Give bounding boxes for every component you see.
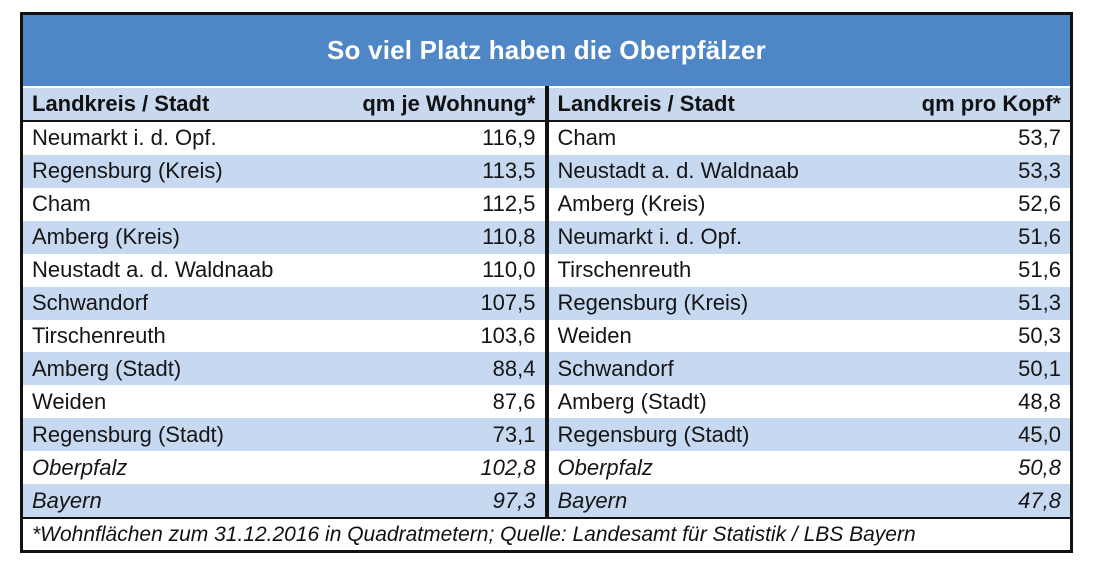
table-row: Cham 112,5 [23,187,545,221]
table-qm-je-wohnung: Landkreis / Stadt qm je Wohnung* Neumark… [23,86,545,518]
column-header-landkreis: Landkreis / Stadt [32,91,210,116]
row-value: 116,9 [482,125,536,151]
row-value: 88,4 [492,355,536,381]
tables-container: Landkreis / Stadt qm je Wohnung* Neumark… [23,86,1070,518]
row-name: Cham [32,191,91,217]
row-value: 51,6 [1018,224,1061,250]
row-value: 107,5 [480,290,536,316]
row-value: 50,8 [1018,454,1061,480]
table-row: Neustadt a. d. Waldnaab 110,0 [23,253,545,287]
row-value: 102,8 [480,454,536,480]
row-name: Neustadt a. d. Waldnaab [32,257,274,283]
row-name: Amberg (Stadt) [32,355,182,381]
row-name: Regensburg (Stadt) [557,421,750,447]
row-value: 47,8 [1018,487,1061,513]
row-name: Schwandorf [557,355,674,381]
row-name: Cham [557,125,617,151]
table-row: Cham 53,7 [548,122,1070,155]
row-value: 110,8 [482,224,536,250]
row-value: 73,1 [492,421,536,447]
row-value: 97,3 [492,487,536,513]
row-name: Oberpfalz [32,454,128,480]
table-row: Amberg (Kreis) 110,8 [23,220,545,254]
row-name: Regensburg (Kreis) [557,290,749,316]
row-name: Schwandorf [32,290,149,316]
table-row: Regensburg (Stadt) 73,1 [23,418,545,452]
row-name: Neumarkt i. d. Opf. [32,125,217,151]
row-name: Regensburg (Stadt) [32,421,224,447]
table-row: Regensburg (Stadt) 45,0 [548,418,1070,452]
row-name: Tirschenreuth [32,322,166,348]
row-name: Neumarkt i. d. Opf. [557,224,743,250]
row-value: 51,6 [1018,257,1061,283]
row-value: 103,6 [480,322,536,348]
row-name: Oberpfalz [557,454,653,480]
row-name: Amberg (Kreis) [32,224,180,250]
table-row: Tirschenreuth 103,6 [23,319,545,353]
row-value: 53,7 [1018,125,1061,151]
row-name: Neustadt a. d. Waldnaab [557,158,799,184]
row-name: Amberg (Kreis) [557,191,706,217]
row-name: Bayern [557,487,628,513]
table-row: Bayern 47,8 [548,484,1070,518]
table-row: Oberpfalz 102,8 [23,451,545,485]
row-name: Amberg (Stadt) [557,388,707,414]
column-header-qm-pro-kopf: qm pro Kopf* [921,91,1061,116]
table-row: Schwandorf 50,1 [548,352,1070,386]
row-value: 52,6 [1018,191,1061,217]
row-name: Regensburg (Kreis) [32,158,223,184]
table-row: Schwandorf 107,5 [23,286,545,320]
table-row: Bayern 97,3 [23,484,545,518]
table-divider [544,86,549,517]
table-qm-pro-kopf: Landkreis / Stadt qm pro Kopf* Cham 53,7 N… [548,86,1070,518]
table-row: Weiden 50,3 [548,319,1070,353]
table-row: Regensburg (Kreis) 113,5 [23,154,545,188]
table-row: Neumarkt i. d. Opf. 51,6 [548,220,1070,254]
row-name: Weiden [557,322,632,348]
table-body: Cham 53,7 Neustadt a. d. Waldnaab 53,3 Amber… [548,122,1070,518]
table-row: Amberg (Stadt) 88,4 [23,352,545,386]
row-value: 53,3 [1018,158,1061,184]
table-header-row: Landkreis / Stadt qm pro Kopf* [548,86,1070,122]
column-header-qm-je-wohnung: qm je Wohnung* [362,91,536,116]
table-row: Neustadt a. d. Waldnaab 53,3 [548,154,1070,188]
row-value: 51,3 [1018,290,1061,316]
row-value: 45,0 [1018,421,1061,447]
table-row: Tirschenreuth 51,6 [548,253,1070,287]
row-value: 87,6 [492,388,536,414]
table-row: Amberg (Kreis) 52,6 [548,187,1070,221]
column-header-landkreis: Landkreis / Stadt [557,91,735,116]
row-value: 50,1 [1018,355,1061,381]
table-row: Weiden 87,6 [23,385,545,419]
table-row: Regensburg (Kreis) 51,3 [548,286,1070,320]
row-name: Tirschenreuth [557,257,692,283]
row-value: 112,5 [482,191,536,217]
row-name: Bayern [32,487,102,513]
row-name: Weiden [32,388,107,414]
row-value: 50,3 [1018,322,1061,348]
table-row: Oberpfalz 50,8 [548,451,1070,485]
footnote: *Wohnflächen zum 31.12.2016 in Quadratme… [23,517,1070,550]
table-body: Neumarkt i. d. Opf. 116,9 Regensburg (Krei… [23,122,545,518]
statistics-table-panel: So viel Platz haben die Oberpfälzer Land… [20,12,1073,553]
row-value: 48,8 [1018,388,1061,414]
page-title: So viel Platz haben die Oberpfälzer [23,15,1070,86]
table-row: Amberg (Stadt) 48,8 [548,385,1070,419]
table-row: Neumarkt i. d. Opf. 116,9 [23,122,545,155]
table-header-row: Landkreis / Stadt qm je Wohnung* [23,86,545,122]
row-value: 113,5 [482,158,536,184]
row-value: 110,0 [482,257,536,283]
